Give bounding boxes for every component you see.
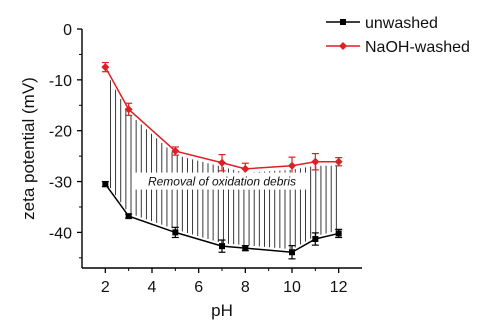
data-point-marker: [171, 147, 180, 156]
x-axis-title: pH: [211, 301, 233, 320]
legend-label: NaOH-washed: [365, 39, 470, 56]
y-tick-label: -10: [49, 73, 72, 90]
series-naoh-washed: [101, 61, 343, 176]
data-point-marker: [242, 245, 249, 252]
series: [101, 61, 343, 260]
x-tick-label: 2: [101, 279, 110, 296]
data-point-marker: [172, 229, 179, 236]
legend-label: unwashed: [365, 15, 438, 32]
data-point-marker: [241, 164, 250, 173]
annotation-text: Removal of oxidation debris: [148, 175, 296, 189]
y-tick-label: -20: [49, 124, 72, 141]
legend: unwashed NaOH-washed: [326, 15, 470, 56]
data-point-marker: [101, 63, 110, 72]
data-point-marker: [312, 236, 319, 243]
series-line: [104, 183, 339, 254]
data-point-marker: [289, 249, 295, 256]
x-tick-label: 10: [283, 279, 301, 296]
data-point-marker: [334, 157, 343, 166]
y-tick-label: -30: [49, 175, 72, 192]
legend-entry: unwashed: [326, 15, 438, 32]
legend-entry: NaOH-washed: [326, 39, 470, 56]
x-tick-label: 8: [241, 279, 250, 296]
data-point-marker: [218, 158, 226, 167]
x-tick-label: 12: [330, 279, 348, 296]
data-point-marker: [124, 105, 133, 114]
y-axis-title: zeta potential (mV): [19, 77, 38, 220]
data-point-marker: [125, 213, 132, 220]
annotation-layer: Removal of oxidation debris: [135, 172, 309, 190]
data-point-marker: [340, 19, 346, 25]
x-tick-label: 4: [148, 279, 157, 296]
series-unwashed: [101, 180, 343, 260]
data-point-marker: [102, 181, 109, 188]
series-line: [104, 66, 339, 170]
data-point-marker: [288, 161, 296, 170]
hatch-region: [110, 80, 337, 250]
annotation-background: [135, 172, 309, 190]
x-tick-label: 6: [194, 279, 203, 296]
axes: [81, 29, 362, 269]
data-point-marker: [339, 42, 347, 50]
data-point-marker: [311, 157, 320, 166]
y-tick-label: -40: [49, 225, 72, 242]
data-point-marker: [335, 230, 342, 237]
y-tick-label: 0: [63, 22, 72, 39]
data-point-marker: [219, 243, 225, 250]
ticks: 0 -10 -20 -30 -40 2 4 6 8 10 12: [49, 22, 348, 296]
